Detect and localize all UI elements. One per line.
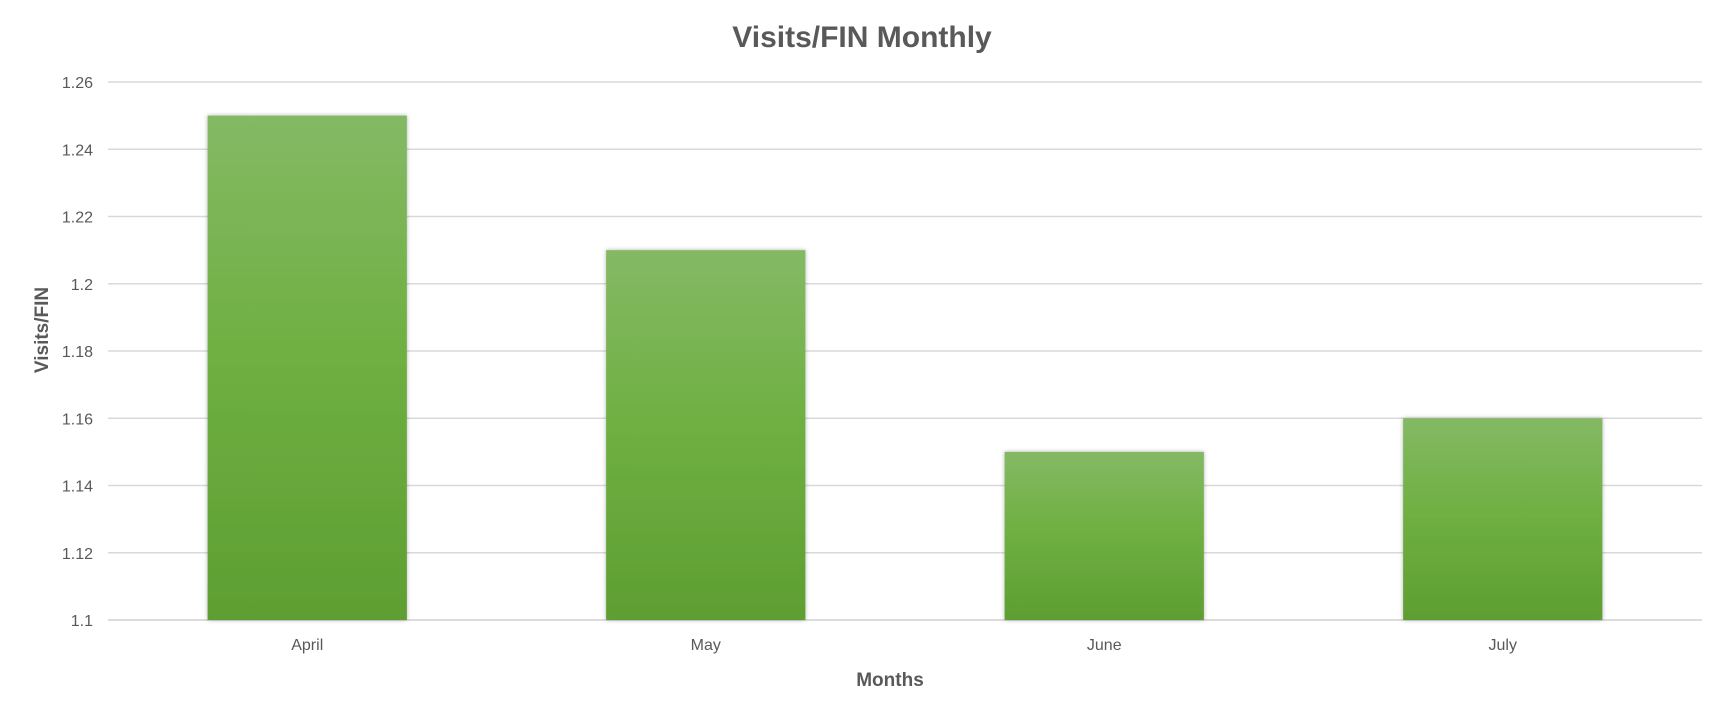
y-tick-label: 1.14 [62,479,93,496]
bar-july [1403,418,1603,620]
y-axis-title: Visits/FIN [32,287,53,373]
x-tick-label: April [291,637,323,654]
chart-title: Visits/FIN Monthly [732,21,992,54]
y-tick-label: 1.1 [71,613,93,630]
y-tick-label: 1.26 [62,75,93,92]
bar-june [1004,451,1204,620]
y-tick-label: 1.2 [71,277,93,294]
x-axis-ticks: April May June July [291,637,1517,654]
x-tick-label: May [691,637,721,654]
x-tick-label: July [1489,637,1517,654]
y-tick-label: 1.12 [62,546,93,563]
y-axis-ticks: 1.1 1.12 1.14 1.16 1.18 1.2 1.22 1.24 1.26 [62,75,93,630]
bars [207,115,1603,620]
y-tick-label: 1.22 [62,210,93,227]
bar-may [606,250,806,620]
x-axis-title: Months [856,670,924,691]
y-tick-label: 1.24 [62,142,93,159]
y-tick-label: 1.18 [62,344,93,361]
bar-april [207,115,407,620]
y-tick-label: 1.16 [62,411,93,428]
x-tick-label: June [1087,637,1122,654]
